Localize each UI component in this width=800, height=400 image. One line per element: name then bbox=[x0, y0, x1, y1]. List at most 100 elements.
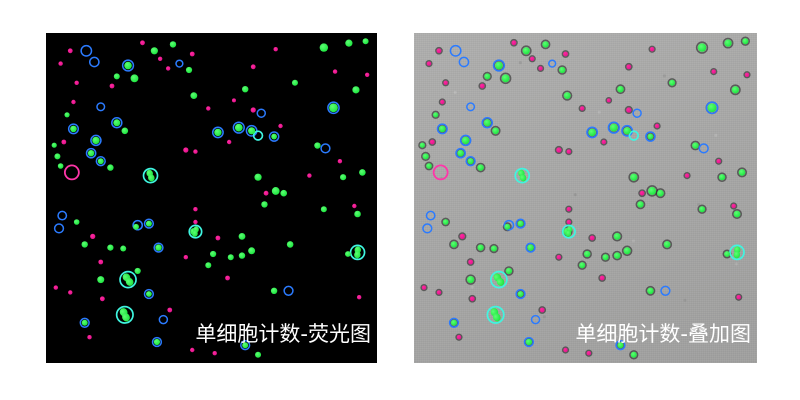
live-cell-marker bbox=[495, 61, 503, 70]
cell-halo bbox=[715, 157, 723, 165]
cell-halo bbox=[710, 67, 718, 76]
live-cell-marker bbox=[210, 250, 217, 258]
live-cell-marker bbox=[588, 128, 596, 137]
detection-ring-pink bbox=[63, 164, 80, 181]
live-cell-marker bbox=[359, 169, 366, 176]
detection-ring-blue bbox=[111, 117, 123, 129]
live-cell-marker bbox=[107, 244, 114, 251]
dead-cell-marker bbox=[626, 64, 632, 70]
live-cell-marker bbox=[657, 189, 664, 197]
live-cell-marker bbox=[439, 125, 446, 133]
cell-halo bbox=[554, 145, 563, 155]
live-cell-marker bbox=[484, 73, 491, 80]
dead-cell-marker bbox=[250, 64, 256, 70]
detection-ring-blue bbox=[121, 59, 135, 72]
detection-ring-blue bbox=[492, 59, 506, 72]
dead-cell-marker bbox=[538, 66, 543, 71]
detection-ring-blue bbox=[132, 219, 144, 231]
cell-halo bbox=[528, 55, 536, 63]
cell-halo bbox=[502, 222, 512, 232]
detection-ring-cyan bbox=[490, 270, 508, 289]
live-cell-marker bbox=[70, 125, 77, 133]
live-cell-marker bbox=[64, 112, 70, 118]
live-cell-marker bbox=[130, 74, 139, 83]
cell-halo bbox=[624, 62, 633, 71]
cell-halo bbox=[611, 231, 623, 242]
dead-cell-marker bbox=[468, 259, 474, 265]
dead-cell-marker bbox=[183, 147, 189, 153]
detection-ring-blue bbox=[523, 336, 535, 348]
detection-ring-cyan bbox=[188, 224, 203, 239]
dead-cell-marker bbox=[250, 107, 256, 113]
detection-ring-cyan bbox=[561, 224, 576, 239]
dead-cell-marker bbox=[626, 107, 632, 113]
dead-cell-marker bbox=[711, 69, 716, 74]
cell-halo bbox=[449, 239, 459, 250]
live-cell-marker bbox=[73, 219, 80, 225]
dead-cell-marker bbox=[67, 48, 73, 54]
detection-ring-blue bbox=[455, 147, 466, 159]
live-cell-marker bbox=[248, 127, 256, 135]
live-cell-marker bbox=[155, 244, 162, 251]
detection-ring-blue bbox=[449, 44, 462, 57]
dead-cell-marker bbox=[206, 106, 211, 111]
cell-halo bbox=[562, 90, 573, 101]
cell-doublet bbox=[565, 226, 573, 237]
cell-halo bbox=[736, 167, 748, 178]
dead-cell-marker bbox=[71, 99, 76, 105]
detection-ring-blue bbox=[436, 123, 448, 135]
live-cell-marker bbox=[525, 338, 532, 346]
live-cell-marker bbox=[648, 187, 656, 195]
cell-halo bbox=[588, 234, 597, 242]
cell-halo bbox=[466, 258, 475, 266]
detection-ring-blue bbox=[153, 242, 164, 253]
detection-ring-blue bbox=[465, 156, 476, 167]
live-cell-marker bbox=[647, 287, 654, 294]
dead-cell-marker bbox=[716, 159, 721, 164]
cell-halo bbox=[667, 78, 677, 88]
live-cell-marker bbox=[442, 219, 449, 225]
detection-ring-blue bbox=[459, 134, 472, 147]
cell-scatter-svg bbox=[51, 38, 370, 358]
dead-cell-marker bbox=[61, 139, 67, 145]
live-cell-marker bbox=[97, 276, 105, 284]
live-cell-marker bbox=[699, 206, 706, 213]
detection-ring-blue bbox=[283, 285, 294, 296]
detection-ring-blue bbox=[525, 242, 536, 253]
dead-cell-marker bbox=[566, 219, 572, 225]
live-cell-marker bbox=[271, 133, 277, 140]
live-cell-marker bbox=[234, 123, 243, 132]
live-cell-marker bbox=[492, 127, 499, 135]
fluorescence-panel[interactable]: 单细胞计数-荧光图 bbox=[46, 33, 377, 363]
dead-cell-marker bbox=[332, 69, 338, 74]
dead-cell-marker bbox=[190, 347, 195, 353]
cell-halo bbox=[468, 294, 477, 303]
live-cell-marker bbox=[92, 136, 100, 145]
detection-ring-blue bbox=[645, 131, 656, 142]
live-cell-marker bbox=[185, 66, 193, 74]
overlay-panel-caption: 单细胞计数-叠加图 bbox=[575, 322, 751, 346]
detection-ring-blue bbox=[143, 288, 155, 300]
cell-halo bbox=[435, 46, 443, 55]
live-cell-marker bbox=[134, 267, 141, 275]
live-cell-marker bbox=[692, 142, 699, 149]
cell-halo bbox=[629, 350, 639, 360]
detection-ring-blue bbox=[660, 285, 671, 296]
overlay-panel[interactable]: 单细胞计数-叠加图 bbox=[414, 33, 757, 363]
cell-halo bbox=[438, 98, 446, 106]
cell-halo bbox=[635, 199, 646, 210]
cell-halo bbox=[645, 285, 656, 296]
cell-halo bbox=[582, 249, 592, 259]
live-cell-marker bbox=[501, 74, 510, 83]
cell-halo bbox=[600, 138, 608, 146]
live-cell-marker bbox=[457, 150, 464, 157]
live-cell-marker bbox=[205, 262, 212, 269]
dead-cell-marker bbox=[426, 61, 432, 66]
live-cell-marker bbox=[617, 342, 624, 349]
live-cell-marker bbox=[124, 61, 132, 70]
detection-ring-cyan bbox=[115, 305, 134, 324]
dead-cell-marker bbox=[589, 235, 595, 241]
dead-cell-marker bbox=[586, 351, 592, 356]
live-cell-marker bbox=[433, 112, 439, 118]
dead-cell-marker bbox=[469, 296, 475, 302]
